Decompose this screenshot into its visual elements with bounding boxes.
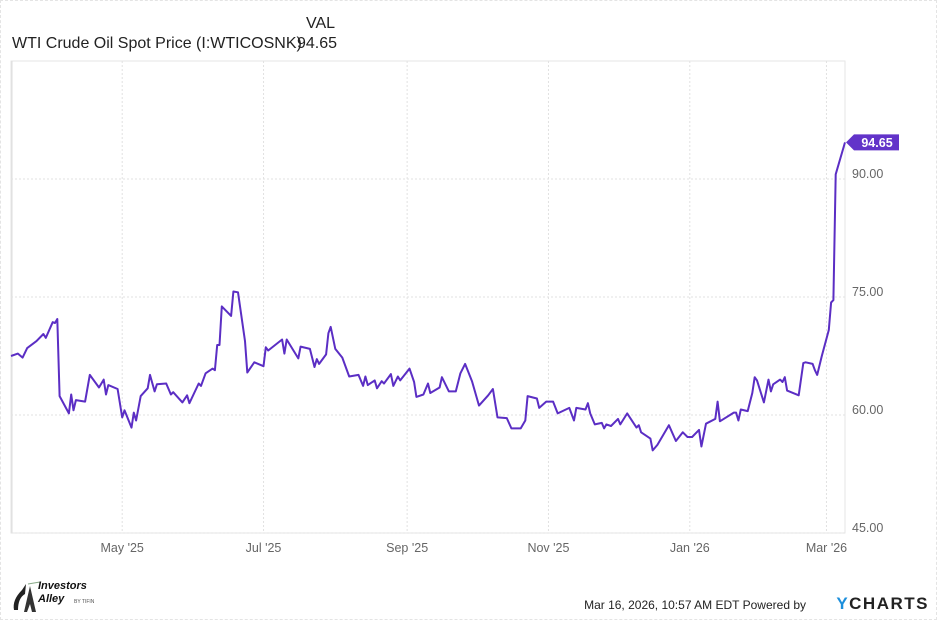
timestamp-text: Mar 16, 2026, 10:57 AM EDT	[584, 598, 740, 612]
x-tick-label: May '25	[101, 541, 144, 555]
ycharts-logo-y: Y	[836, 594, 850, 613]
last-value-label: 94.65	[861, 136, 892, 150]
y-tick-label: 90.00	[852, 167, 883, 181]
ycharts-logo-text: CHARTS	[849, 594, 929, 613]
logo-text-by: BY TIFIN	[74, 599, 95, 605]
x-tick-label: Mar '26	[806, 541, 847, 555]
logo-text-investors: Investors	[38, 580, 87, 592]
footer-timestamp: Mar 16, 2026, 10:57 AM EDT Powered by	[584, 598, 806, 612]
legend-series-name[interactable]: WTI Crude Oil Spot Price (I:WTICOSNK)	[12, 35, 302, 52]
logo-mark-icon	[13, 581, 40, 612]
powered-by-text: Powered by	[742, 598, 806, 612]
last-value-badge	[846, 134, 899, 151]
x-tick-label: Jul '25	[246, 541, 282, 555]
y-tick-label: 45.00	[852, 521, 883, 535]
x-tick-label: Jan '26	[670, 541, 710, 555]
x-tick-label: Nov '25	[527, 541, 569, 555]
logo-text-alley: Alley	[38, 593, 65, 605]
investors-alley-logo: Investors Alley BY TIFIN	[10, 580, 110, 614]
legend-column-header: VAL	[306, 15, 336, 32]
y-tick-label: 75.00	[852, 285, 883, 299]
ycharts-logo[interactable]: YCHARTS	[836, 594, 929, 614]
series-line-wti	[10, 142, 846, 452]
y-tick-label: 60.00	[852, 403, 883, 417]
legend-series-value: 94.65	[297, 35, 338, 52]
x-tick-label: Sep '25	[386, 541, 428, 555]
